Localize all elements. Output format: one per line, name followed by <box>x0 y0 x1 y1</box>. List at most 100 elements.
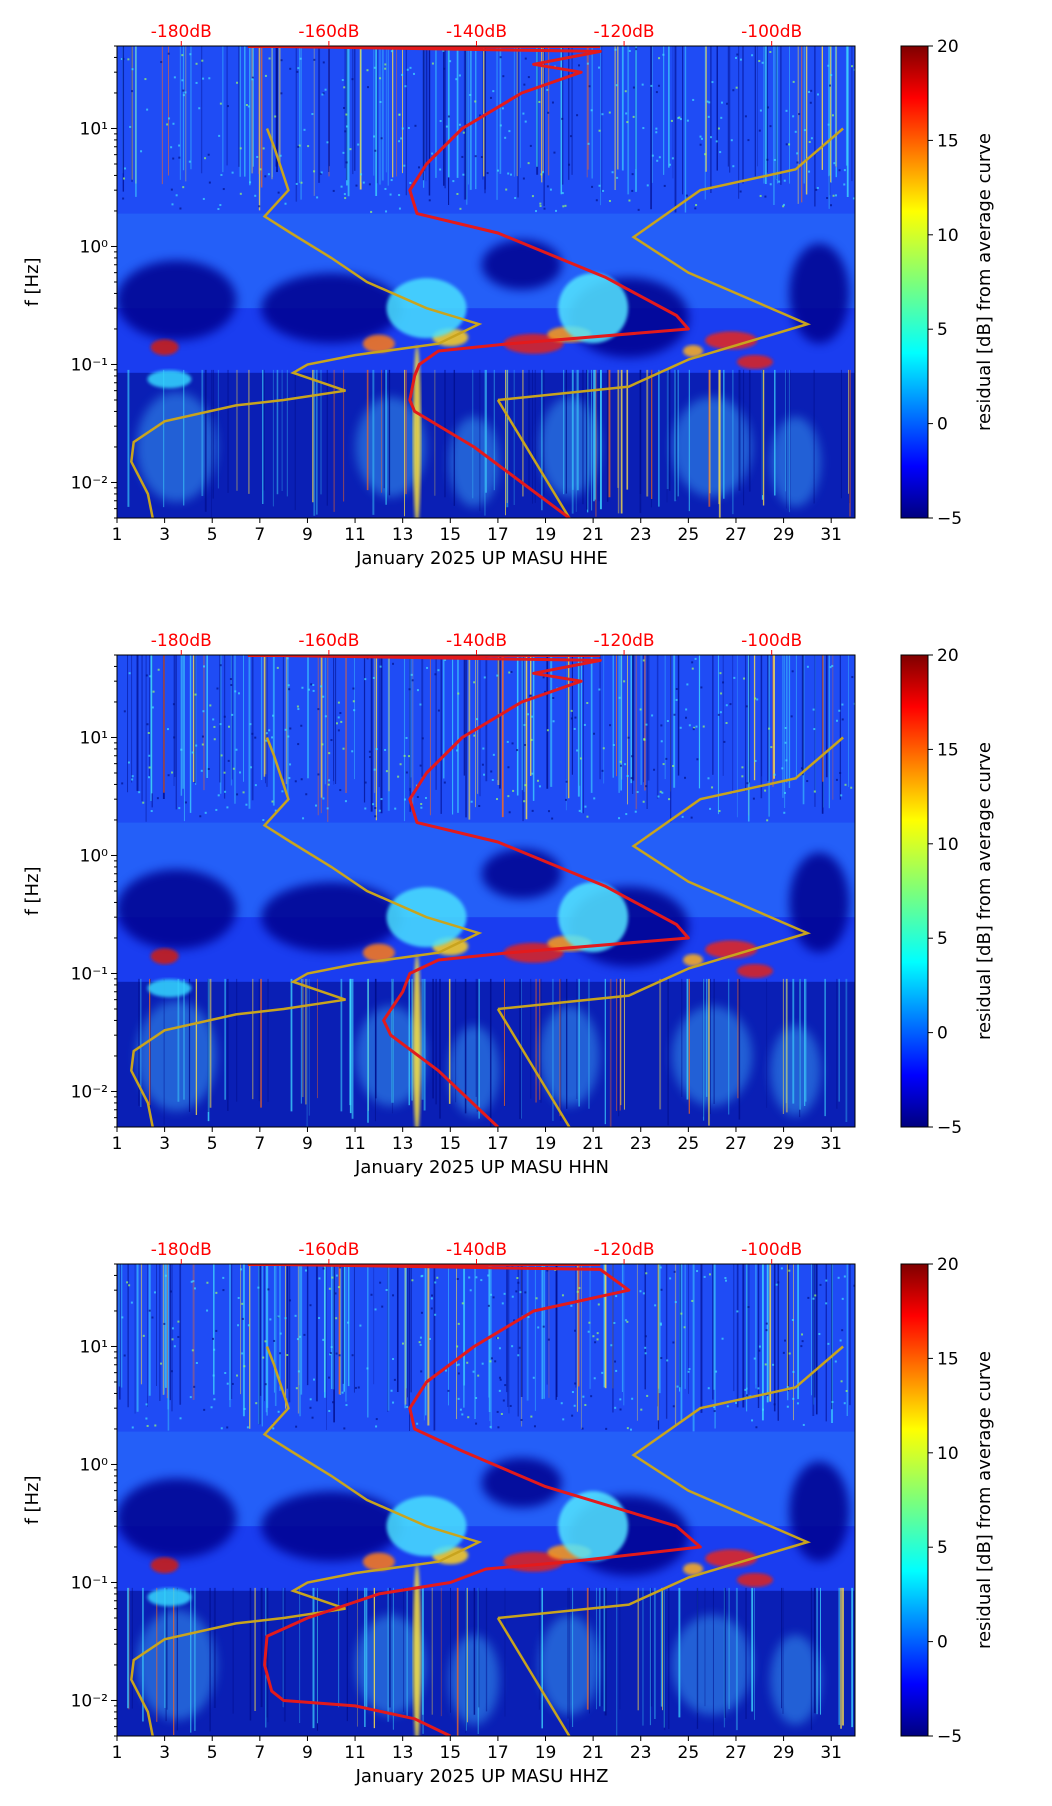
texture-speck <box>329 1353 332 1356</box>
texture-speck <box>330 1346 333 1349</box>
texture-speck <box>764 195 767 198</box>
texture-speck <box>313 58 316 61</box>
texture-speck <box>660 1288 663 1291</box>
texture-speck <box>688 724 691 727</box>
texture-speck <box>769 125 772 128</box>
texture-speck <box>588 1321 591 1324</box>
texture-speck <box>149 675 152 678</box>
texture-speck <box>608 200 611 203</box>
texture-speck <box>549 188 552 191</box>
noise-model-curve-high <box>497 1345 844 1620</box>
texture-speck <box>657 84 660 87</box>
texture-speck <box>302 817 305 820</box>
texture-speck <box>700 137 703 140</box>
texture-speck <box>590 109 593 112</box>
texture-speck <box>850 786 853 789</box>
texture-speck <box>170 188 173 191</box>
texture-speck <box>434 1281 437 1284</box>
texture-speck <box>407 755 410 758</box>
texture-speck <box>691 661 694 664</box>
texture-speck <box>411 1279 414 1282</box>
texture-speck <box>298 1335 301 1338</box>
texture-speck <box>421 737 424 740</box>
texture-speck <box>416 1422 419 1425</box>
texture-speck <box>229 678 232 681</box>
texture-speck <box>405 736 408 739</box>
texture-speck <box>813 790 816 793</box>
texture-speck <box>583 723 586 726</box>
texture-speck <box>345 1404 348 1407</box>
texture-speck <box>807 1296 810 1299</box>
top-db-label: -120dB <box>594 1240 655 1260</box>
texture-speck <box>573 727 576 730</box>
texture-speck <box>443 781 446 784</box>
x-tick-label: 3 <box>159 1134 170 1154</box>
texture-speck <box>487 1274 490 1277</box>
texture-speck <box>527 76 530 79</box>
top-db-label: -140dB <box>446 631 507 651</box>
texture-speck <box>462 173 465 176</box>
texture-speck <box>374 807 377 810</box>
texture-speck <box>145 674 148 677</box>
texture-speck <box>411 679 414 682</box>
texture-speck <box>686 683 689 686</box>
texture-speck <box>588 85 591 88</box>
x-tick-label: 29 <box>773 525 795 545</box>
texture-speck <box>614 1360 617 1363</box>
texture-speck <box>436 1276 439 1279</box>
texture-speck <box>841 703 844 706</box>
texture-speck <box>289 763 292 766</box>
texture-speck <box>195 1362 198 1365</box>
texture-speck <box>240 1268 243 1271</box>
texture-speck <box>676 1385 679 1388</box>
texture-speck <box>736 53 739 56</box>
texture-speck <box>375 748 378 751</box>
texture-speck <box>523 800 526 803</box>
texture-speck <box>434 1313 437 1316</box>
texture-speck <box>420 806 423 809</box>
texture-speck <box>553 151 556 154</box>
microseism-hotspot <box>150 339 179 356</box>
texture-speck <box>239 147 242 150</box>
colorbar-tick-label: 10 <box>937 226 959 246</box>
texture-speck <box>342 151 345 154</box>
texture-speck <box>496 1337 499 1340</box>
colorbar: 20 15 10 5 0 −5 residual [dB] from average cur… <box>900 37 995 529</box>
texture-speck <box>215 808 218 811</box>
texture-speck <box>527 162 530 165</box>
texture-speck <box>420 802 423 805</box>
low-band-patch <box>136 391 217 502</box>
texture-speck <box>458 123 461 126</box>
texture-speck <box>659 1322 662 1325</box>
texture-speck <box>756 698 759 701</box>
texture-speck <box>715 140 718 143</box>
texture-speck <box>618 817 621 820</box>
texture-speck <box>457 1397 460 1400</box>
texture-speck <box>140 150 143 153</box>
texture-speck <box>362 181 365 184</box>
texture-speck <box>160 61 163 64</box>
texture-speck <box>472 1370 475 1373</box>
texture-speck <box>247 105 250 108</box>
texture-speck <box>482 747 485 750</box>
texture-speck <box>758 60 761 63</box>
texture-speck <box>343 193 346 196</box>
texture-speck <box>586 815 589 818</box>
microseism-hotspot <box>503 333 564 354</box>
texture-speck <box>461 1413 464 1416</box>
texture-speck <box>182 94 185 97</box>
texture-speck <box>671 157 674 160</box>
noise-model-curve-high <box>497 736 844 1011</box>
texture-speck <box>832 194 835 197</box>
texture-speck <box>262 819 265 822</box>
texture-speck <box>802 1423 805 1426</box>
texture-speck <box>814 1294 817 1297</box>
texture-speck <box>808 170 811 173</box>
texture-speck <box>392 662 395 665</box>
x-tick-label: 17 <box>487 1134 509 1154</box>
texture-speck <box>384 67 387 70</box>
texture-speck <box>128 672 131 675</box>
texture-speck <box>741 766 744 769</box>
texture-speck <box>487 1304 490 1307</box>
y-tick-label: 10⁻² <box>71 1691 108 1711</box>
